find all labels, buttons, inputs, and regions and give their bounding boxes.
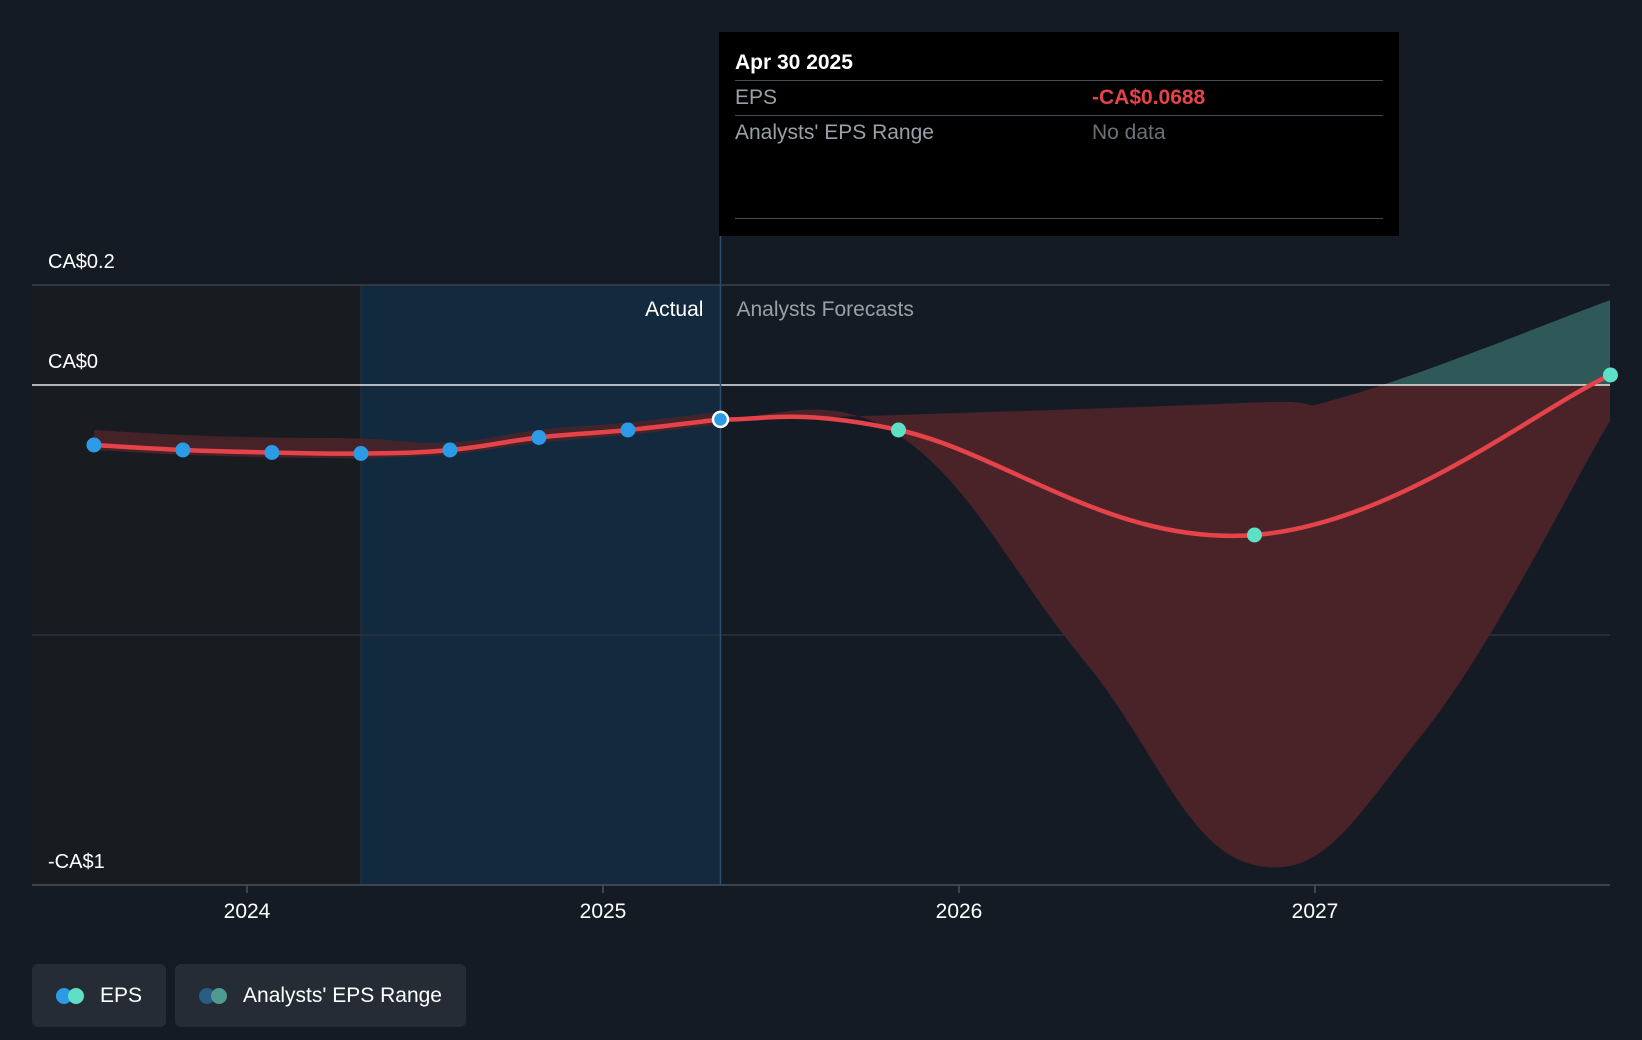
x-tick-label: 2024	[224, 900, 271, 923]
legend-range-dot-forecast	[211, 987, 228, 1004]
legend-item-eps[interactable]: EPS	[32, 964, 167, 1027]
tooltip-date: Apr 30 2025	[735, 46, 1383, 81]
tooltip-eps-label: EPS	[735, 86, 778, 109]
eps-actual-point	[531, 430, 547, 445]
eps-forecast-point	[890, 422, 906, 438]
forecast-range-band-positive	[1382, 300, 1610, 385]
tooltip-eps-value: -CA$0.0688	[1092, 86, 1206, 109]
eps-forecast-point	[1602, 367, 1618, 383]
actual-highlight-region	[360, 285, 721, 885]
past-region	[32, 285, 361, 885]
forecast-label: Analysts Forecasts	[736, 298, 913, 321]
legend-range-swatch	[199, 987, 231, 1004]
eps-forecast-point	[1246, 527, 1262, 543]
x-tick-label: 2026	[936, 900, 983, 923]
historical-range-band	[93, 411, 721, 459]
eps-actual-point	[264, 445, 280, 460]
tooltip: Apr 30 2025 EPS -CA$0.0688 Analysts' EPS…	[719, 32, 1399, 236]
legend-eps-label: EPS	[100, 983, 143, 1007]
x-tick-label: 2025	[580, 900, 627, 923]
y-tick-label: CA$0.2	[48, 251, 115, 273]
eps-forecast-line	[718, 372, 1613, 539]
actual-label: Actual	[645, 298, 703, 321]
eps-actual-point	[620, 422, 636, 438]
tooltip-row-eps: EPS -CA$0.0688	[735, 81, 1383, 116]
tooltip-range-value: No data	[1092, 121, 1166, 144]
y-tick-label: CA$0	[48, 351, 98, 373]
legend: EPS Analysts' EPS Range	[32, 964, 466, 1027]
eps-actual-point	[442, 442, 458, 458]
tooltip-range-label: Analysts' EPS Range	[735, 121, 934, 144]
legend-item-range[interactable]: Analysts' EPS Range	[175, 964, 466, 1027]
eps-actual-point	[175, 442, 191, 458]
tooltip-divider	[735, 218, 1383, 219]
y-tick-label: -CA$1	[48, 851, 105, 873]
eps-actual-line	[91, 417, 723, 456]
tooltip-row-range: Analysts' EPS Range No data	[735, 116, 1383, 150]
forecast-range-band-negative	[720, 385, 1610, 868]
eps-actual-point	[86, 437, 102, 453]
legend-range-label: Analysts' EPS Range	[243, 983, 442, 1007]
eps-point-selected	[711, 410, 730, 429]
x-tick-label: 2027	[1292, 900, 1339, 923]
legend-eps-dot-forecast	[68, 987, 84, 1004]
legend-eps-swatch	[56, 987, 88, 1004]
eps-actual-point	[353, 446, 369, 461]
